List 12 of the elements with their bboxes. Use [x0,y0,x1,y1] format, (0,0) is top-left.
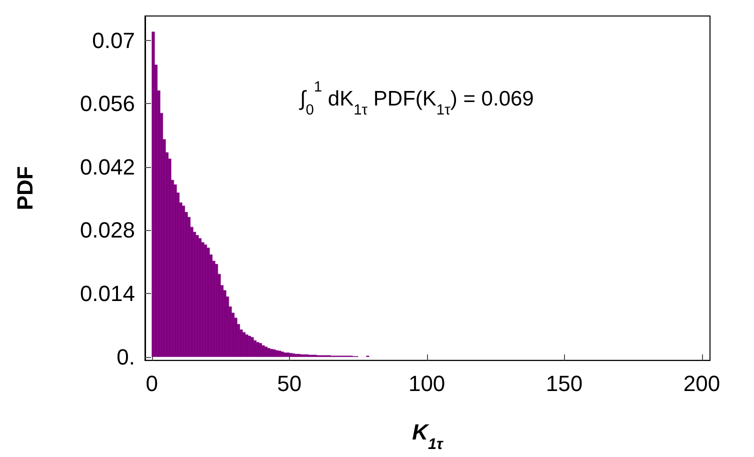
y-tick-label: 0.042 [80,154,135,180]
x-tick-label: 0 [146,370,158,396]
x-tick-label: 200 [683,370,720,396]
y-tick-label: 0.056 [80,91,135,116]
x-tick-label: 50 [277,370,302,396]
y-axis-title: PDF [12,166,38,210]
x-tick-label: 150 [546,370,583,396]
y-tick-label: 0. [116,344,135,370]
x-tick-label: 100 [408,370,446,396]
y-tick-label: 0.028 [80,218,135,243]
y-tick-label: 0.07 [92,28,135,53]
y-tick-label: 0.014 [80,281,135,306]
